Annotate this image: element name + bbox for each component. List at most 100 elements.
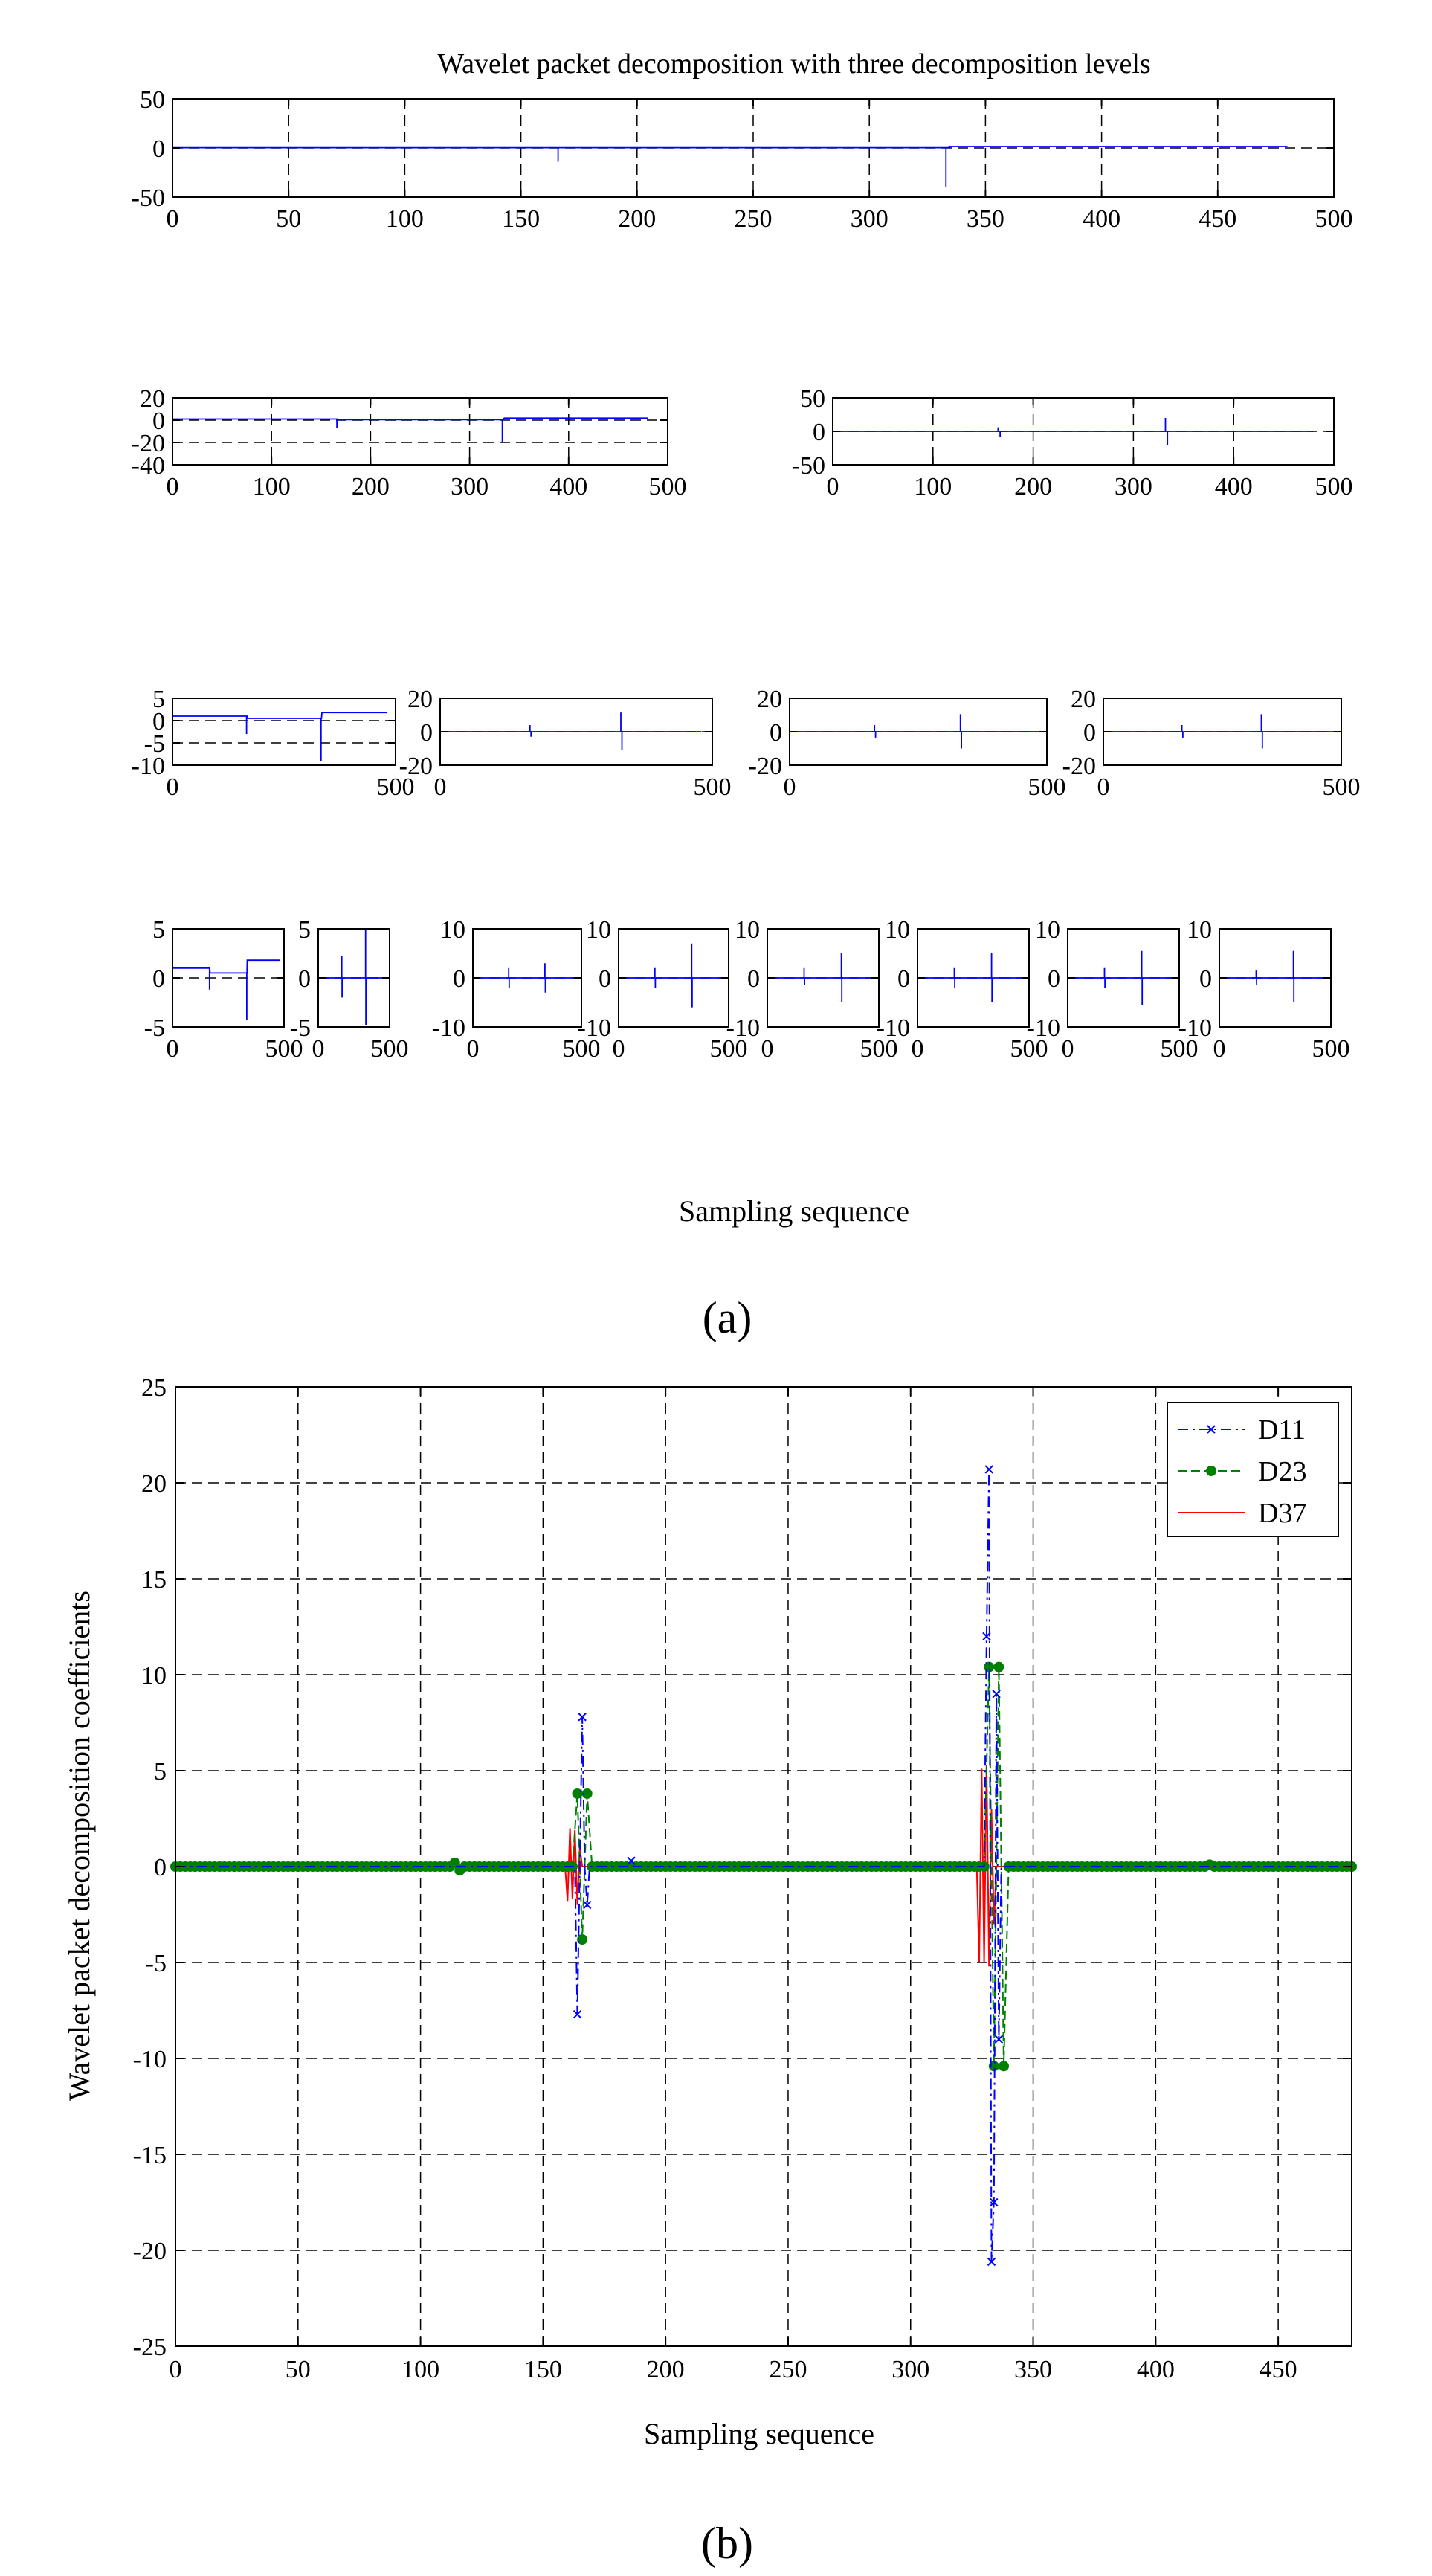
x-tick-label: 100: [386, 205, 424, 233]
signal-line: [172, 146, 1288, 187]
legend-label: D11: [1258, 1414, 1306, 1446]
x-tick-label: 200: [1014, 473, 1052, 500]
x-tick-label: 200: [647, 2356, 685, 2383]
signal-line: [473, 963, 578, 993]
data-point: [449, 1857, 460, 1868]
y-tick-label: 20: [757, 686, 782, 713]
subplot-level-2-node-0: 0 500-10-505: [132, 686, 415, 801]
y-tick-label: -20: [749, 753, 782, 780]
x-tick-label: 500: [710, 1035, 748, 1063]
x-tick-label: 500: [694, 773, 732, 801]
y-tick-label: -5: [144, 730, 165, 758]
figure-a-panel-label: (a): [703, 1293, 752, 1342]
x-tick-label: 100: [253, 473, 291, 500]
legend-label: D23: [1258, 1456, 1306, 1487]
series-D11: [175, 1465, 1352, 2267]
signal-line: [440, 712, 702, 750]
subplot-level-3-node-1: 0 500-505: [290, 916, 409, 1063]
y-tick-label: 5: [152, 686, 165, 713]
y-tick-label: -5: [290, 1014, 311, 1042]
y-tick-label: 20: [1071, 686, 1096, 713]
x-tick-label: 0: [912, 1035, 924, 1063]
y-tick-label: -10: [578, 1014, 611, 1042]
signal-line: [790, 714, 1037, 749]
signal-line: [833, 418, 1314, 445]
signal-line: [318, 930, 387, 1025]
data-point: [993, 1661, 1004, 1672]
y-tick-label: 0: [420, 719, 433, 747]
x-tick-label: 400: [1137, 2356, 1175, 2383]
y-tick-label: 20: [141, 1470, 167, 1498]
x-tick-label: 500: [1323, 773, 1361, 801]
x-tick-label: 300: [1115, 473, 1152, 500]
y-tick-label: 0: [152, 965, 165, 993]
x-tick-label: 0: [312, 1035, 325, 1063]
y-tick-label: -20: [1062, 753, 1096, 780]
data-point: [582, 1900, 592, 1910]
x-tick-label: 500: [563, 1035, 601, 1063]
y-tick-label: -40: [132, 452, 165, 480]
legend-box: [1167, 1402, 1339, 1537]
x-tick-label: 400: [549, 473, 587, 500]
y-tick-label: -10: [1178, 1014, 1212, 1042]
y-tick-label: -10: [1027, 1014, 1060, 1042]
data-point: [994, 2035, 1004, 2044]
y-tick-label: -10: [432, 1014, 465, 1042]
x-tick-label: 0: [827, 473, 839, 500]
x-tick-label: 150: [524, 2356, 562, 2383]
y-tick-label: 0: [599, 965, 611, 993]
y-tick-label: -20: [133, 2238, 167, 2265]
y-tick-label: 0: [813, 419, 825, 446]
x-tick-label: 350: [967, 205, 1004, 233]
x-tick-label: 500: [1315, 205, 1353, 233]
x-tick-label: 50: [276, 205, 301, 233]
axes-frame: [172, 397, 668, 466]
plot-area: [172, 398, 668, 465]
y-tick-label: -10: [133, 2046, 167, 2073]
y-tick-label: -10: [877, 1014, 910, 1042]
x-tick-label: 0: [761, 1035, 774, 1063]
signal-line: [619, 943, 725, 1008]
figure-a-title: Wavelet packet decomposition with three …: [437, 48, 1150, 80]
y-tick-label: 25: [141, 1374, 167, 1402]
y-tick-label: 10: [885, 916, 910, 944]
x-tick-label: 500: [371, 1035, 409, 1063]
y-tick-label: 0: [770, 719, 782, 747]
signal-line: [172, 712, 387, 761]
x-tick-label: 200: [352, 473, 390, 500]
signal-line: [172, 959, 280, 1020]
x-tick-label: 0: [1213, 1035, 1226, 1063]
y-tick-label: 10: [586, 916, 611, 944]
figure-b-panel-label: (b): [701, 2519, 753, 2568]
x-tick-label: 300: [451, 473, 488, 500]
x-tick-label: 0: [1062, 1035, 1074, 1063]
y-tick-label: -10: [132, 753, 165, 780]
x-tick-label: 0: [613, 1035, 625, 1063]
x-tick-label: 150: [502, 205, 540, 233]
x-tick-label: 500: [377, 773, 415, 801]
legend: D11 D23 D37: [1167, 1402, 1339, 1537]
data-point: [581, 1788, 593, 1799]
y-tick-label: 0: [152, 408, 165, 435]
data-point: [998, 2061, 1009, 2072]
y-tick-label: -5: [144, 1014, 165, 1042]
y-tick-label: -5: [146, 1950, 167, 1977]
x-tick-label: 0: [167, 1035, 179, 1063]
y-tick-label: 20: [407, 686, 433, 713]
y-tick-label: 10: [735, 916, 760, 944]
y-tick-label: 20: [140, 385, 165, 413]
x-tick-label: 500: [265, 1035, 303, 1063]
x-tick-label: 450: [1260, 2356, 1297, 2383]
figure-b-y-axis-label: Wavelet packet decomposition coefficient…: [62, 1591, 96, 2101]
signal-line: [917, 953, 1025, 1002]
x-tick-label: 300: [891, 2356, 929, 2383]
